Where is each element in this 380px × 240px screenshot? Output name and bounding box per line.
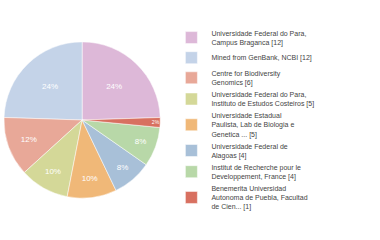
svg-text:Universidade Federal do Para,I: Universidade Federal do Para,Instituto d…	[211, 91, 314, 108]
svg-text:10%: 10%	[82, 174, 98, 183]
svg-text:Mined from GenBank, NCBI [12]: Mined from GenBank, NCBI [12]	[211, 54, 311, 62]
svg-text:Universidade Federal deAlagoas: Universidade Federal deAlagoas [4]	[211, 143, 287, 160]
svg-text:8%: 8%	[117, 163, 129, 172]
svg-text:Universidade EstadualPaulista,: Universidade EstadualPaulista, Lab de Bi…	[211, 112, 294, 138]
svg-text:8%: 8%	[135, 137, 147, 146]
svg-text:2%: 2%	[152, 119, 160, 125]
svg-text:12%: 12%	[21, 135, 37, 144]
svg-text:Centre for BiodiversityGenomic: Centre for BiodiversityGenomics [6]	[211, 70, 280, 87]
svg-text:10%: 10%	[45, 167, 61, 176]
svg-text:Universidade Federal do Para,C: Universidade Federal do Para,Campus Brag…	[211, 30, 306, 47]
svg-text:Institut de Recherche pour leD: Institut de Recherche pour leDeveloppeme…	[211, 164, 301, 181]
svg-text:24%: 24%	[42, 82, 58, 91]
svg-text:24%: 24%	[106, 82, 122, 91]
svg-text:Benemerita UniversidadAutonoma: Benemerita UniversidadAutonoma de Puebla…	[211, 185, 307, 211]
